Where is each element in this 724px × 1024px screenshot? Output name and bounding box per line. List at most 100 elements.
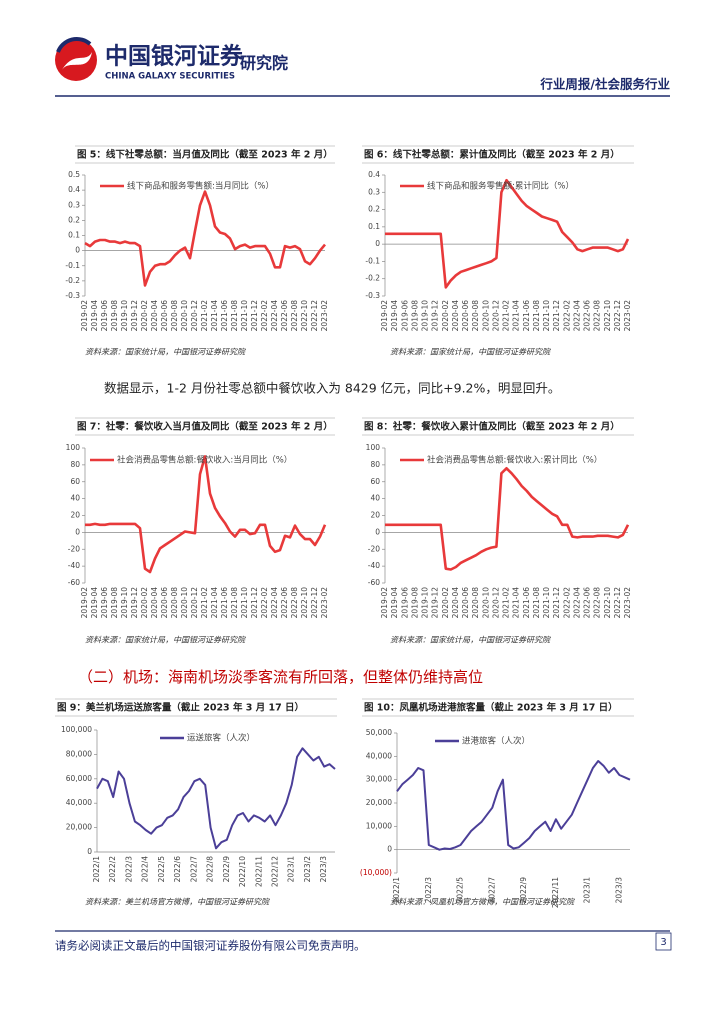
x-tick-label: 2022-02 bbox=[562, 587, 571, 619]
series-line bbox=[385, 467, 630, 571]
x-tick-label: 2019-08 bbox=[110, 300, 119, 332]
x-tick-label: 2019-10 bbox=[120, 587, 129, 619]
y-tick-label: 0 bbox=[75, 527, 80, 536]
series-line bbox=[396, 760, 631, 851]
page-number-box bbox=[655, 932, 672, 951]
y-tick-label: 0.2 bbox=[368, 205, 380, 214]
x-tick-label: 2021-02 bbox=[502, 300, 511, 332]
x-tick-label: 2022/7 bbox=[189, 856, 198, 883]
x-tick-label: 2021-02 bbox=[200, 300, 209, 332]
x-tick-label: 2022-06 bbox=[583, 300, 592, 332]
y-tick-label: 60 bbox=[370, 477, 380, 486]
x-tick-label: 2020-12 bbox=[190, 587, 199, 619]
x-tick-label: 2020-10 bbox=[481, 300, 490, 332]
x-tick-label: 2021-04 bbox=[512, 300, 521, 332]
y-tick-label: 100,000 bbox=[61, 725, 92, 734]
x-tick-label: 2022-10 bbox=[300, 300, 309, 332]
x-tick-label: 2019-04 bbox=[90, 300, 99, 332]
y-tick-label: 60 bbox=[70, 477, 80, 486]
x-tick-label: 2022/12 bbox=[271, 856, 280, 887]
x-tick-label: 2020-06 bbox=[160, 300, 169, 332]
x-tick-label: 2021-04 bbox=[512, 587, 521, 619]
x-tick-label: 2021-12 bbox=[552, 300, 561, 332]
y-tick-label: 40,000 bbox=[366, 751, 392, 760]
x-tick-label: 2022-02 bbox=[562, 300, 571, 332]
x-tick-label: 2020-04 bbox=[451, 300, 460, 332]
x-tick-label: 2022-08 bbox=[593, 300, 602, 332]
x-tick-label: 2019-02 bbox=[380, 587, 389, 619]
x-tick-label: 2021-10 bbox=[240, 587, 249, 619]
x-tick-label: 2020-04 bbox=[150, 587, 159, 619]
x-tick-label: 2021-02 bbox=[502, 587, 511, 619]
x-tick-label: 2020-06 bbox=[461, 300, 470, 332]
x-tick-label: 2021-06 bbox=[220, 300, 229, 332]
x-tick-label: 2019-08 bbox=[410, 587, 419, 619]
x-tick-label: 2019-12 bbox=[130, 587, 139, 619]
x-tick-label: 2023-02 bbox=[623, 587, 632, 619]
x-tick-label: 2021-08 bbox=[230, 300, 239, 332]
page-number: 3 bbox=[660, 937, 666, 948]
x-tick-label: 2022/5 bbox=[456, 877, 465, 904]
x-tick-label: 2023-02 bbox=[320, 300, 329, 332]
x-tick-label: 2022-12 bbox=[613, 300, 622, 332]
y-tick-label: -20 bbox=[68, 544, 80, 553]
figure-caption: 图 6：线下社零总额：累计值及同比（截至 2023 年 2 月） bbox=[364, 149, 620, 161]
x-tick-label: 2022/9 bbox=[519, 877, 528, 904]
x-tick-label: 2019-12 bbox=[130, 300, 139, 332]
x-tick-label: 2020-02 bbox=[441, 587, 450, 619]
x-tick-label: 2021-08 bbox=[532, 587, 541, 619]
x-tick-label: 2019-06 bbox=[400, 300, 409, 332]
x-tick-label: 2021-06 bbox=[522, 587, 531, 619]
x-tick-label: 2022-08 bbox=[290, 587, 299, 619]
brand-en: CHINA GALAXY SECURITIES bbox=[105, 72, 235, 82]
x-tick-label: 2021-08 bbox=[230, 587, 239, 619]
x-tick-label: 2022-12 bbox=[310, 300, 319, 332]
y-tick-label: 0.5 bbox=[68, 170, 80, 179]
x-tick-label: 2021-12 bbox=[250, 587, 259, 619]
y-tick-label: -60 bbox=[68, 578, 80, 587]
y-tick-label: 0.3 bbox=[368, 187, 380, 196]
y-tick-label: 10,000 bbox=[366, 821, 392, 830]
x-tick-label: 2022/3 bbox=[424, 877, 433, 904]
x-tick-label: 2022-08 bbox=[593, 587, 602, 619]
y-tick-label: 0.2 bbox=[68, 215, 80, 224]
y-tick-label: 60,000 bbox=[66, 774, 92, 783]
y-tick-label: 80 bbox=[70, 460, 80, 469]
y-tick-label: (10,000) bbox=[360, 868, 392, 877]
x-tick-label: 2020-02 bbox=[140, 300, 149, 332]
x-tick-label: 2020-10 bbox=[180, 300, 189, 332]
y-tick-label: 0.4 bbox=[368, 170, 380, 179]
figure-source: 资料来源：凤凰机场官方微博，中国银河证券研究院 bbox=[390, 898, 576, 907]
x-tick-label: 2019-10 bbox=[421, 300, 430, 332]
y-tick-label: 0.3 bbox=[68, 200, 80, 209]
series-line bbox=[84, 190, 326, 287]
x-tick-label: 2021-12 bbox=[552, 587, 561, 619]
x-tick-label: 2020-12 bbox=[491, 300, 500, 332]
x-tick-label: 2021-10 bbox=[240, 300, 249, 332]
y-tick-label: -0.1 bbox=[365, 256, 380, 265]
y-tick-label: 80,000 bbox=[66, 749, 92, 758]
x-tick-label: 2022-04 bbox=[572, 300, 581, 332]
y-tick-label: -60 bbox=[368, 578, 380, 587]
y-tick-label: -20 bbox=[368, 544, 380, 553]
x-tick-label: 2021-06 bbox=[522, 300, 531, 332]
x-tick-label: 2022/1 bbox=[92, 856, 101, 883]
x-tick-label: 2023/1 bbox=[287, 856, 296, 883]
x-tick-label: 2019-04 bbox=[390, 300, 399, 332]
y-tick-label: 0 bbox=[75, 246, 80, 255]
series-line bbox=[96, 747, 336, 850]
x-tick-label: 2022-12 bbox=[613, 587, 622, 619]
x-tick-label: 2022/11 bbox=[551, 877, 560, 908]
x-tick-label: 2021-02 bbox=[200, 587, 209, 619]
y-tick-label: 30,000 bbox=[366, 775, 392, 784]
x-tick-label: 2019-08 bbox=[410, 300, 419, 332]
series-line bbox=[85, 455, 327, 574]
x-tick-label: 2020-04 bbox=[150, 300, 159, 332]
series-line bbox=[385, 178, 630, 289]
figure-caption: 图 8：社零：餐饮收入累计值及同比（截至 2023 年 2 月） bbox=[364, 421, 620, 433]
x-tick-label: 2021-04 bbox=[210, 587, 219, 619]
x-tick-label: 2022-04 bbox=[270, 587, 279, 619]
x-tick-label: 2022/6 bbox=[173, 856, 182, 883]
x-tick-label: 2022-06 bbox=[280, 587, 289, 619]
